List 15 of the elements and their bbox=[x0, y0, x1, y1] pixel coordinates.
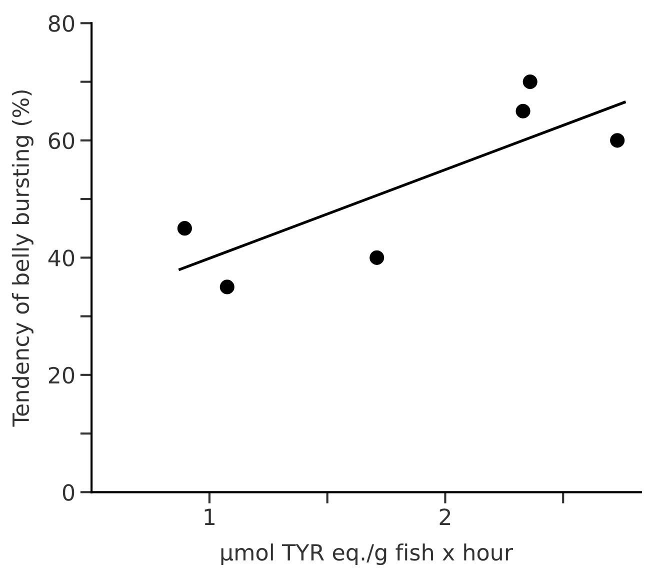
point bbox=[522, 74, 538, 90]
y-axis-title: Tendency of belly bursting (%) bbox=[12, 90, 34, 427]
point bbox=[516, 104, 530, 118]
y-tick-label: 80 bbox=[48, 15, 74, 32]
point bbox=[370, 250, 384, 265]
y-tick-label: 0 bbox=[62, 484, 74, 501]
y-tick-label: 60 bbox=[48, 132, 74, 150]
x-tick-label: 1 bbox=[204, 508, 214, 526]
point bbox=[177, 221, 192, 236]
point bbox=[220, 280, 234, 294]
x-axis-title: µmol TYR eq./g fish x hour bbox=[221, 544, 514, 566]
x-tick-label: 2 bbox=[440, 508, 450, 526]
y-tick-label: 20 bbox=[48, 366, 74, 384]
y-tick-label: 40 bbox=[48, 250, 74, 266]
point bbox=[610, 133, 625, 148]
